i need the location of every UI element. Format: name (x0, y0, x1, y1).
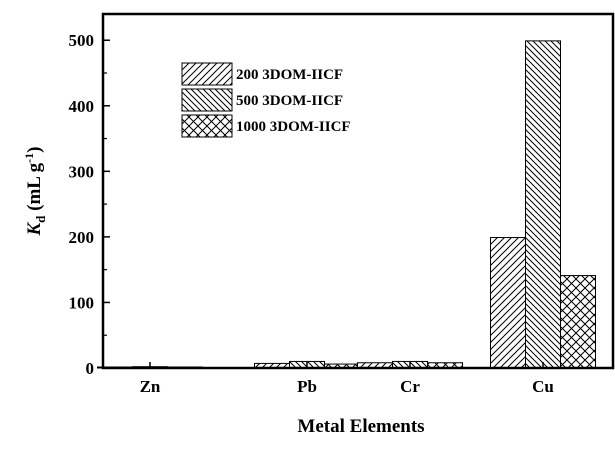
y-tick-label: 0 (86, 359, 95, 378)
y-axis-title-superscript: -1 (22, 153, 36, 163)
y-axis-title-subscript: d (33, 215, 48, 223)
x-tick-label-cu: Cu (532, 377, 554, 396)
legend-swatch-1 (181, 62, 233, 86)
y-tick-label: 300 (69, 162, 95, 181)
y-tick-label: 400 (69, 97, 95, 116)
legend-label-1: 200 3DOM-IICF (236, 67, 343, 83)
bar-cu-series-2 (525, 40, 561, 369)
y-axis-title: Kd (mL g-1) (22, 146, 48, 236)
legend-swatch-3 (181, 114, 233, 138)
bars-group (97, 40, 596, 369)
legend-label-2: 500 3DOM-IICF (236, 93, 343, 109)
legend-swatch-2 (181, 88, 233, 112)
x-axis: Zn Pb Cr Cu (140, 362, 554, 396)
x-tick-label-pb: Pb (297, 377, 317, 396)
x-axis-title: Metal Elements (297, 416, 424, 437)
x-tick-label-zn: Zn (140, 377, 161, 396)
legend-label-3: 1000 3DOM-IICF (236, 119, 351, 135)
bar-cu-series-1 (490, 237, 526, 369)
y-axis-title-close: ) (24, 146, 45, 152)
x-tick-label-cr: Cr (400, 377, 420, 396)
y-tick-label: 200 (69, 228, 95, 247)
y-axis-title-unit: (mL g (24, 162, 45, 215)
plot-frame (101, 12, 615, 370)
y-axis-title-main: K (24, 222, 45, 237)
y-axis: 0 100 200 300 400 500 (69, 31, 110, 378)
y-tick-label: 100 (69, 293, 95, 312)
y-tick-label: 500 (69, 31, 95, 50)
bar-cu-series-3 (560, 275, 596, 369)
legend: 200 3DOM-IICF 500 3DOM-IICF 1000 3DOM-IICF (181, 62, 351, 138)
